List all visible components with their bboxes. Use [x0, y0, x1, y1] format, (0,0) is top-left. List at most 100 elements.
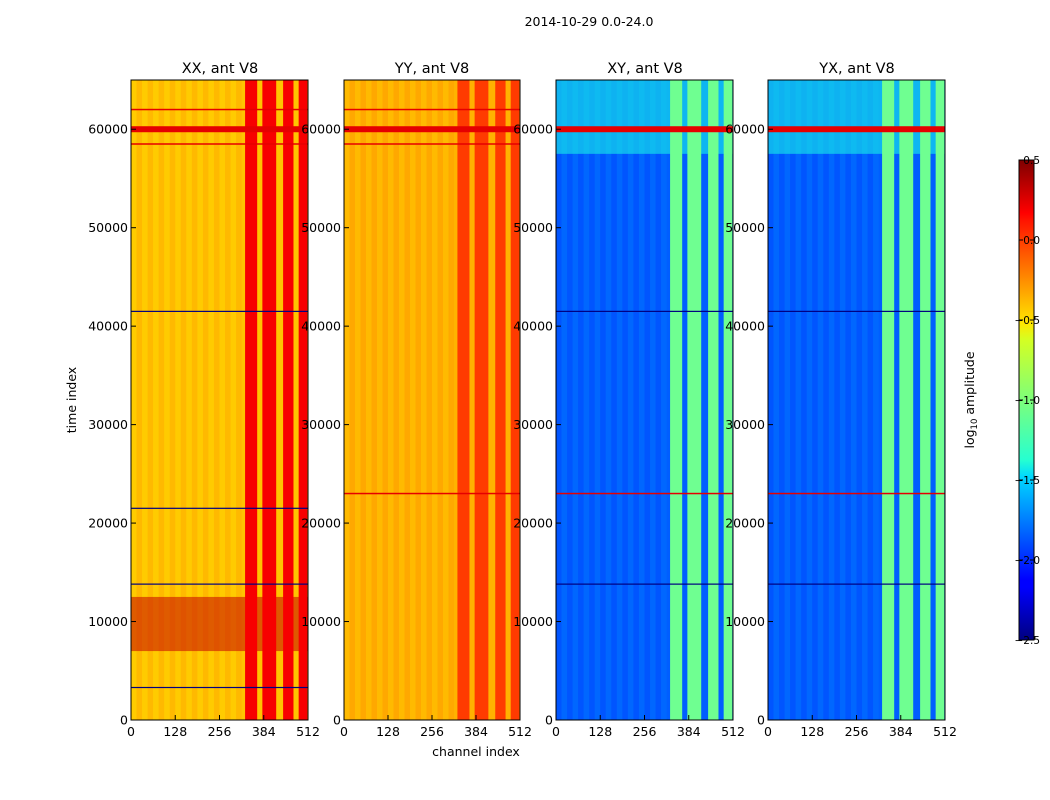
- channel-stripe: [366, 80, 372, 720]
- flagged-row: [556, 310, 733, 312]
- colorbar-tick-label: −1.0: [1015, 395, 1041, 407]
- channel-band: [723, 80, 733, 720]
- figure-suptitle: 2014-10-29 0.0-24.0: [525, 14, 654, 29]
- channel-stripe: [131, 80, 137, 720]
- y-tick-label: 0: [333, 713, 341, 728]
- x-tick-label: 0: [552, 724, 560, 739]
- channel-band: [708, 80, 719, 720]
- channel-stripe: [578, 80, 584, 720]
- channel-stripe: [823, 80, 829, 720]
- y-tick-label: 30000: [301, 417, 341, 432]
- rfi-row: [344, 108, 520, 111]
- channel-band: [298, 80, 308, 720]
- channel-stripe: [213, 80, 220, 720]
- channel-stripe: [768, 80, 774, 720]
- channel-stripe: [850, 80, 857, 720]
- channel-stripe: [393, 80, 399, 720]
- channel-stripe: [828, 80, 835, 720]
- x-tick-label: 256: [845, 724, 869, 739]
- colorbar-label-sub: 10: [970, 419, 980, 430]
- channel-stripe: [360, 80, 366, 720]
- channel-band: [474, 80, 489, 720]
- channel-stripe: [236, 80, 242, 720]
- channel-stripe: [572, 80, 579, 720]
- channel-band: [283, 80, 294, 720]
- rfi-row: [344, 492, 520, 495]
- channel-stripe: [773, 80, 780, 720]
- channel-stripe: [567, 80, 573, 720]
- x-tick-label: 384: [252, 724, 276, 739]
- channel-stripe: [164, 80, 170, 720]
- x-tick-label: 0: [764, 724, 772, 739]
- channel-stripe: [862, 80, 868, 720]
- channel-stripe: [856, 80, 863, 720]
- colorbar-ticks: 0.5 0.0 −0.5 −1.0 −1.5 −2.0 −2.5: [1015, 155, 1041, 647]
- x-tick-label: 0: [127, 724, 135, 739]
- y-tick-label: 60000: [725, 122, 765, 137]
- channel-stripe: [426, 80, 432, 720]
- x-tick-label: 512: [508, 724, 532, 739]
- y-tick-label: 0: [545, 713, 553, 728]
- hot-region: [556, 80, 733, 154]
- colorbar-tick-label: 0.0: [1023, 235, 1040, 247]
- panel-title-yy: YY, ant V8: [394, 61, 469, 77]
- channel-stripe: [219, 80, 226, 720]
- y-ticks-yy: 0 10000 20000 30000 40000 50000 60000: [301, 122, 349, 728]
- rfi-row: [131, 126, 308, 133]
- channel-stripe: [790, 80, 796, 720]
- y-tick-label: 40000: [725, 319, 765, 334]
- x-tick-label: 256: [420, 724, 444, 739]
- channel-band: [245, 80, 258, 720]
- y-tick-label: 10000: [301, 614, 341, 629]
- channel-stripe: [638, 80, 645, 720]
- colorbar-tick-label: −0.5: [1015, 315, 1041, 327]
- channel-stripe: [600, 80, 606, 720]
- y-tick-label: 10000: [513, 614, 553, 629]
- channel-stripe: [147, 80, 154, 720]
- channel-stripe: [583, 80, 590, 720]
- channel-stripe: [175, 80, 181, 720]
- channel-stripe: [611, 80, 617, 720]
- channel-stripe: [594, 80, 601, 720]
- colorbar-label-log: log: [962, 429, 977, 448]
- rfi-row: [556, 126, 733, 133]
- y-tick-label: 30000: [513, 417, 553, 432]
- channel-stripe: [415, 80, 421, 720]
- channel-stripe: [136, 80, 143, 720]
- channel-stripe: [377, 80, 383, 720]
- x-tick-label: 384: [677, 724, 701, 739]
- y-tick-label: 30000: [88, 417, 128, 432]
- channel-stripe: [839, 80, 846, 720]
- channel-stripe: [191, 80, 198, 720]
- panel-yx: YX, ant V8 0 10000 20000 30000 40000 50000 600…: [725, 61, 957, 739]
- channel-stripe: [556, 80, 562, 720]
- flagged-row: [768, 583, 945, 585]
- x-tick-label: 128: [800, 724, 824, 739]
- channel-stripe: [784, 80, 791, 720]
- channel-stripe: [867, 80, 874, 720]
- y-tick-label: 60000: [88, 122, 128, 137]
- y-tick-label: 0: [757, 713, 765, 728]
- x-ticks-yy: 0 128 256 384 512: [340, 715, 532, 739]
- x-tick-label: 512: [933, 724, 957, 739]
- hot-region: [131, 596, 308, 652]
- flagged-row: [556, 583, 733, 585]
- channel-stripe: [158, 80, 165, 720]
- channel-stripe: [806, 80, 813, 720]
- y-tick-label: 60000: [301, 122, 341, 137]
- channel-stripe: [410, 80, 416, 720]
- channel-stripe: [142, 80, 148, 720]
- channel-stripe: [388, 80, 394, 720]
- channel-stripe: [873, 80, 879, 720]
- flagged-row: [768, 310, 945, 312]
- channel-stripe: [627, 80, 634, 720]
- heatmap-xy: [556, 80, 733, 720]
- channel-band: [670, 80, 683, 720]
- y-tick-label: 0: [120, 713, 128, 728]
- panel-xx: XX, ant V8 0 10000 20000 30000 40000 50000 600…: [88, 61, 320, 739]
- channel-stripe: [382, 80, 388, 720]
- channel-band: [687, 80, 702, 720]
- panel-title-yx: YX, ant V8: [818, 61, 895, 77]
- channel-stripe: [349, 80, 355, 720]
